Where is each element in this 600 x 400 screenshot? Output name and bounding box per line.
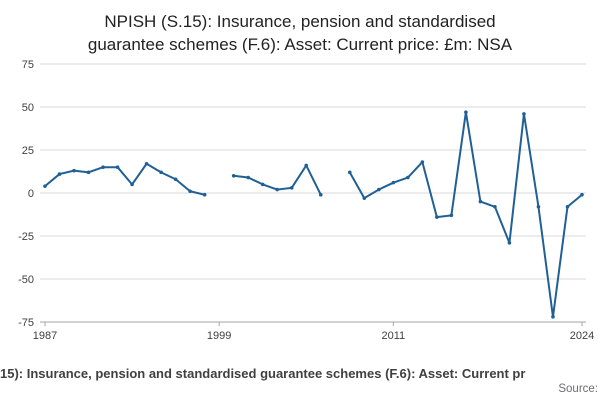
source-label: Source: xyxy=(558,383,598,395)
chart-title-line1: NPISH (S.15): Insurance, pension and sta… xyxy=(104,12,496,31)
chart-title: NPISH (S.15): Insurance, pension and sta… xyxy=(0,0,600,57)
y-tick-label: -50 xyxy=(18,274,34,286)
y-tick-label: 0 xyxy=(28,188,34,200)
chart-title-line2: guarantee schemes (F.6): Asset: Current … xyxy=(87,34,513,54)
data-line xyxy=(348,111,583,318)
y-tick-label: 75 xyxy=(22,59,34,71)
x-tick-label: 1987 xyxy=(33,330,57,342)
x-tick-label: 1999 xyxy=(207,330,231,342)
footer-caption: 15): Insurance, pension and standardised… xyxy=(0,366,526,381)
y-tick-label: 50 xyxy=(22,102,34,114)
chart-area: 75 50 25 0 -25 -50 -75 1987 1999 2011 2024 xyxy=(0,50,600,355)
x-tick-label: 2011 xyxy=(381,330,405,342)
y-tick-label: -25 xyxy=(18,231,34,243)
y-tick-label: 25 xyxy=(22,145,34,157)
data-line xyxy=(232,164,322,196)
x-tick-label: 2024 xyxy=(570,330,594,342)
y-tick-label: -75 xyxy=(18,317,34,329)
data-line xyxy=(44,162,206,196)
